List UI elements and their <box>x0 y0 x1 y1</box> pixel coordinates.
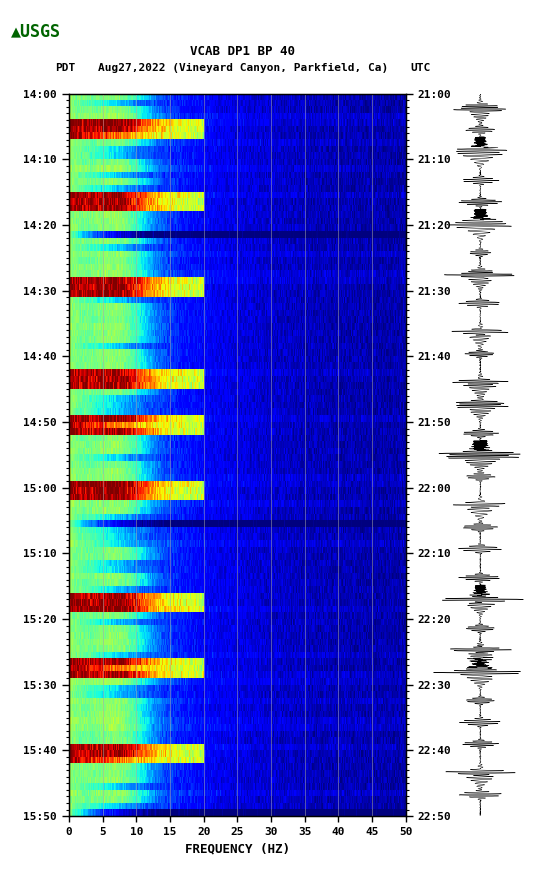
X-axis label: FREQUENCY (HZ): FREQUENCY (HZ) <box>185 842 290 855</box>
Text: Aug27,2022 (Vineyard Canyon, Parkfield, Ca): Aug27,2022 (Vineyard Canyon, Parkfield, … <box>98 62 388 73</box>
Text: UTC: UTC <box>410 62 431 73</box>
Text: PDT: PDT <box>55 62 76 73</box>
Text: ▲USGS: ▲USGS <box>11 22 61 40</box>
Text: VCAB DP1 BP 40: VCAB DP1 BP 40 <box>190 45 295 58</box>
